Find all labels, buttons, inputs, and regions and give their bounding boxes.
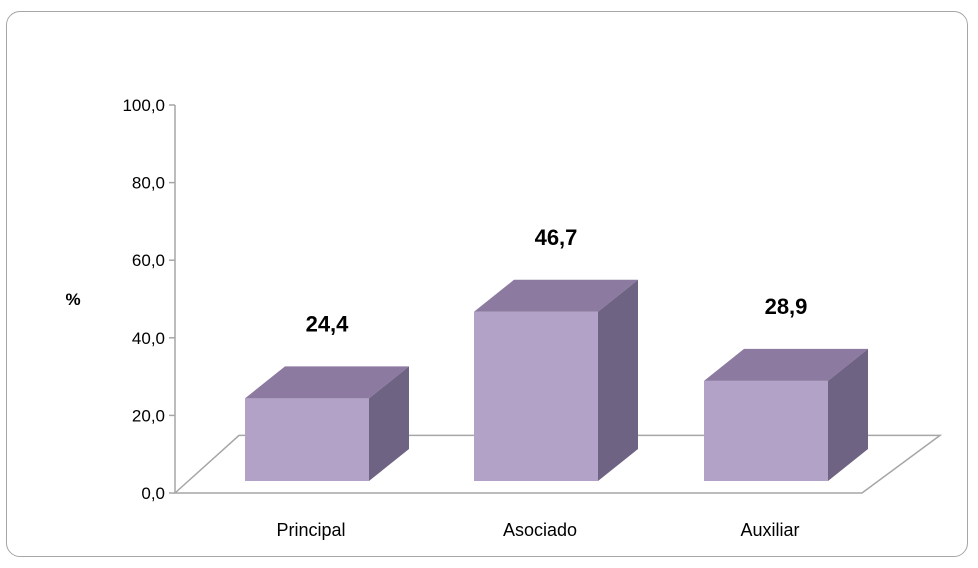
data-label: 28,9 (765, 294, 808, 319)
labels: 24,4 Principal 46,7 Asociado 28,9 Auxiliar (276, 225, 807, 540)
bar (704, 348, 868, 481)
y-tick-label: 80,0 (132, 174, 165, 193)
bar-side-face (369, 366, 409, 481)
data-label: 24,4 (306, 311, 350, 336)
y-axis-title: % (65, 290, 80, 309)
y-tick-label: 60,0 (132, 251, 165, 270)
bar-front-face (245, 398, 369, 481)
floor-plane (173, 434, 943, 494)
y-tick-label: 0,0 (141, 484, 165, 503)
bar-side-face (828, 348, 868, 481)
category-label: Principal (276, 520, 345, 540)
y-tick-label: 40,0 (132, 329, 165, 348)
category-label: Asociado (503, 520, 577, 540)
y-axis: 0,0 20,0 40,0 60,0 80,0 100,0 (122, 96, 176, 503)
bar (245, 366, 409, 481)
bar (474, 279, 638, 481)
bar-top-face (474, 279, 638, 312)
category-label: Auxiliar (740, 520, 799, 540)
y-tick-label: 100,0 (122, 96, 165, 115)
bar-top-face (245, 366, 409, 399)
chart-floor (173, 434, 943, 494)
y-tick-label: 20,0 (132, 406, 165, 425)
bar-front-face (474, 311, 598, 481)
bars (245, 279, 868, 481)
bar-front-face (704, 380, 828, 481)
bar-top-face (704, 348, 868, 381)
bar-side-face (598, 279, 638, 481)
data-label: 46,7 (535, 225, 578, 250)
